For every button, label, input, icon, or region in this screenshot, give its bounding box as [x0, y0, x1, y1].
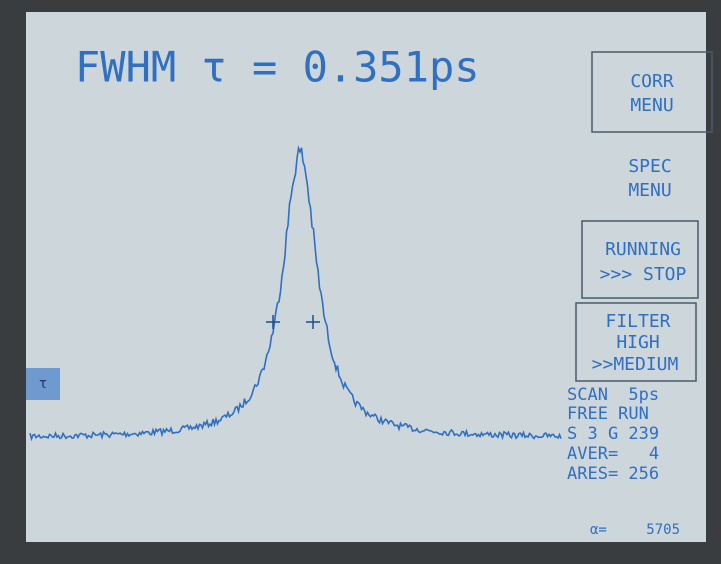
marker-label: τ: [39, 376, 47, 392]
status-line: S 3 G 239: [567, 424, 659, 444]
screen-photo: FWHM τ = 0.351ps CORR MENU SPEC MENU RUN…: [0, 0, 721, 564]
status-line: SCAN 5ps: [567, 385, 659, 405]
menu-line[interactable]: >>> STOP: [600, 264, 687, 285]
menu-line[interactable]: MENU: [630, 95, 673, 116]
title: FWHM τ = 0.351ps: [75, 43, 480, 92]
counter-value: 5705: [646, 522, 680, 538]
menu-line[interactable]: SPEC: [628, 156, 671, 177]
menu-line[interactable]: RUNNING: [605, 239, 681, 260]
menu-line[interactable]: FILTER: [605, 311, 670, 332]
status-line: ARES= 256: [567, 464, 659, 484]
page: FWHM τ = 0.351ps CORR MENU SPEC MENU RUN…: [0, 0, 721, 564]
menu-line[interactable]: MENU: [628, 180, 671, 201]
status-line: AVER= 4: [567, 444, 659, 464]
counter-label: α=: [590, 522, 607, 538]
menu-line[interactable]: HIGH: [616, 332, 659, 353]
menu-line[interactable]: >>MEDIUM: [592, 354, 679, 375]
status-line: FREE RUN: [567, 404, 649, 424]
menu-line[interactable]: CORR: [630, 71, 674, 92]
